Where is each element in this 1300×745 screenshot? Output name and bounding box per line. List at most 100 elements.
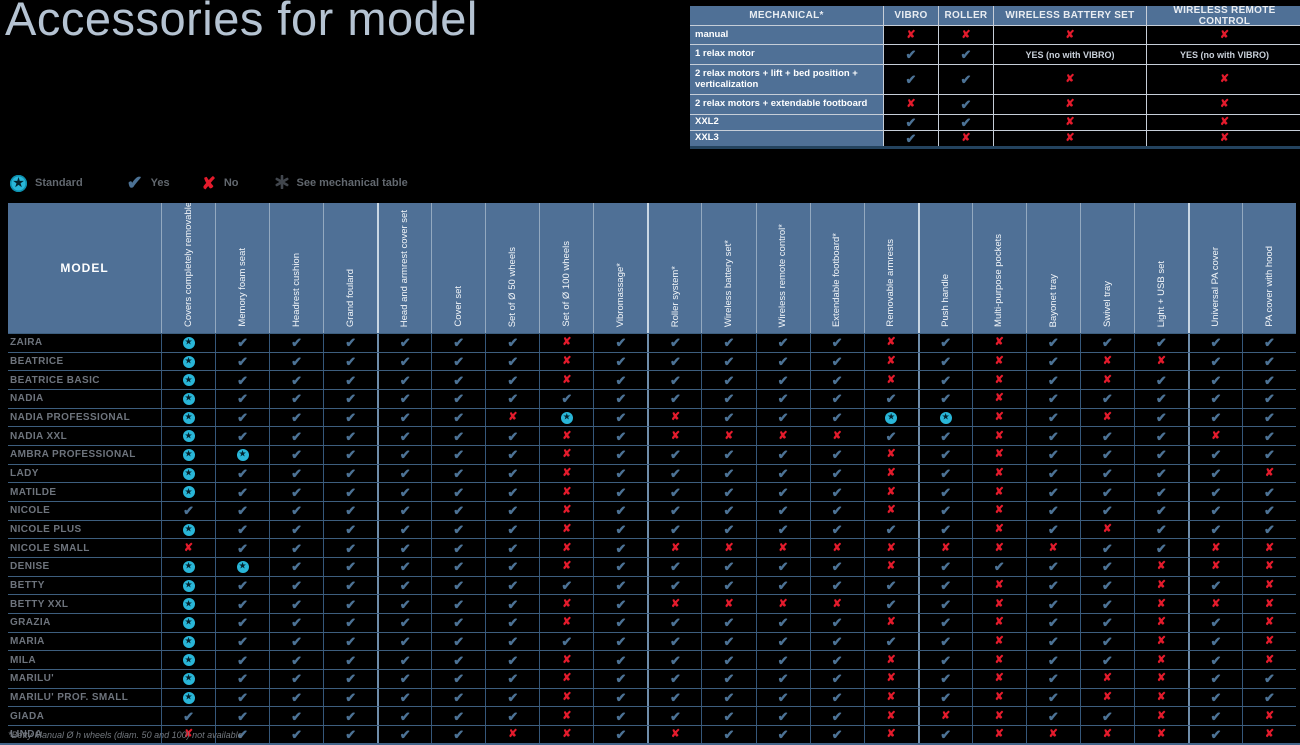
- accessory-value-cell: ✔: [431, 595, 485, 614]
- accessory-value-cell: ✔: [755, 670, 810, 688]
- accessory-value-cell: ✔: [701, 576, 755, 595]
- yes-check-icon: ✔: [291, 615, 303, 631]
- no-cross-icon: ✘: [994, 523, 1004, 536]
- no-cross-icon: ✘: [1156, 635, 1166, 648]
- accessory-column-label: Roller system*: [669, 265, 681, 327]
- no-cross-icon: ✘: [670, 597, 681, 610]
- accessory-column-label: Memory foam seat: [236, 248, 248, 327]
- yes-check-icon: ✔: [1264, 428, 1275, 444]
- yes-check-icon: ✔: [507, 447, 519, 463]
- yes-check-icon: ✔: [615, 354, 627, 369]
- accessory-value-cell: ✔: [1187, 483, 1242, 502]
- yes-check-icon: ✔: [777, 578, 789, 594]
- standard-star-icon: ★: [182, 411, 195, 424]
- no-cross-icon: ✘: [1102, 523, 1112, 536]
- accessory-value-cell: ✘: [863, 539, 918, 558]
- accessory-value-cell: ✔: [1187, 670, 1242, 688]
- accessory-value-cell: ✔: [863, 632, 918, 651]
- accessory-value-cell: ✔: [809, 520, 864, 539]
- accessory-value-cell: ✔: [593, 558, 647, 576]
- yes-check-icon: ✔: [453, 634, 465, 650]
- yes-check-icon: ✔: [1155, 372, 1167, 388]
- accessory-value-cell: ✘: [971, 408, 1026, 427]
- yes-check-icon: ✔: [399, 335, 411, 351]
- accessory-value-cell: ✘: [755, 427, 810, 446]
- accessory-value-cell: ✔: [215, 614, 269, 632]
- accessory-value-cell: ✔: [1187, 371, 1242, 390]
- mech-value-cell: ✘: [1147, 26, 1300, 44]
- yes-check-icon: ✔: [940, 335, 952, 351]
- yes-check-icon: ✔: [1047, 634, 1059, 650]
- accessory-value-cell: ✔: [647, 352, 701, 371]
- yes-check-icon: ✔: [1047, 372, 1059, 388]
- no-cross-icon: ✘: [1156, 691, 1166, 704]
- no-cross-icon: ✘: [508, 411, 518, 424]
- no-cross-icon: ✘: [562, 541, 572, 554]
- yes-check-icon: ✔: [237, 391, 249, 407]
- yes-check-icon: ✔: [960, 47, 972, 62]
- yes-check-icon: ✔: [507, 428, 519, 444]
- yes-check-icon: ✔: [1264, 690, 1275, 706]
- accessory-value-cell: ✔: [269, 670, 323, 688]
- accessory-value-cell: ✔: [647, 520, 701, 539]
- accessory-value-cell: ✔: [377, 614, 431, 632]
- no-cross-icon: ✘: [1065, 98, 1075, 110]
- yes-check-icon: ✔: [940, 690, 952, 706]
- yes-check-icon: ✔: [777, 522, 789, 538]
- accessory-column-label: Removable armrests: [885, 239, 897, 327]
- accessory-value-cell: ✘: [1241, 651, 1296, 670]
- accessory-value-cell: ✔: [485, 464, 539, 483]
- accessory-value-cell: ✔: [377, 427, 431, 446]
- yes-check-icon: ✔: [399, 447, 411, 463]
- accessory-value-cell: ✔: [1025, 371, 1080, 390]
- model-column-header: MODEL: [8, 203, 161, 333]
- yes-check-icon: ✔: [507, 615, 519, 631]
- no-cross-icon: ✘: [1264, 597, 1275, 610]
- no-cross-icon: ✘: [994, 429, 1004, 442]
- no-cross-icon: ✘: [994, 635, 1004, 648]
- yes-check-icon: ✔: [507, 578, 519, 594]
- accessory-value-cell: ✔: [1025, 670, 1080, 688]
- model-row-label: MARILU' PROF. SMALL: [10, 692, 129, 704]
- yes-check-icon: ✔: [723, 484, 735, 500]
- accessory-value-cell: ✔: [809, 371, 864, 390]
- accessory-value-cell: ★: [161, 390, 215, 408]
- yes-check-icon: ✔: [453, 484, 465, 500]
- accessory-value-cell: ✔: [593, 371, 647, 390]
- accessory-value-cell: ✔: [1079, 595, 1134, 614]
- no-cross-icon: ✘: [1065, 73, 1075, 85]
- yes-check-icon: ✔: [940, 447, 952, 463]
- no-cross-icon: ✘: [724, 541, 734, 554]
- accessory-value-cell: ✔: [377, 446, 431, 464]
- yes-check-icon: ✔: [507, 540, 519, 556]
- yes-check-icon: ✔: [399, 540, 411, 556]
- no-cross-icon: ✘: [562, 467, 572, 480]
- yes-check-icon: ✔: [940, 652, 952, 668]
- accessory-value-cell: ✘: [539, 614, 593, 632]
- accessory-value-cell: ✔: [917, 352, 972, 371]
- no-cross-icon: ✘: [1102, 672, 1112, 685]
- accessory-value-cell: ✘: [971, 371, 1026, 390]
- accessory-value-cell: ✔: [1241, 390, 1296, 408]
- accessory-value-cell: ✘: [1241, 726, 1296, 744]
- yes-check-icon: ✔: [453, 372, 465, 388]
- accessory-value-cell: ✔: [1025, 632, 1080, 651]
- accessory-value-cell: ✘: [701, 595, 755, 614]
- yes-check-icon: ✔: [831, 391, 843, 407]
- accessory-value-cell: ✘: [1187, 595, 1242, 614]
- yes-check-icon: ✔: [723, 466, 735, 482]
- yes-check-icon: ✔: [1047, 428, 1059, 444]
- accessory-column-header: Set of Ø 50 wheels: [485, 203, 540, 333]
- accessory-column-label: Push handle: [939, 274, 951, 327]
- accessory-value-cell: ✔: [377, 371, 431, 390]
- no-cross-icon: ✘: [1264, 728, 1275, 741]
- accessory-value-cell: ✔: [269, 707, 323, 726]
- accessory-column-label: Universal PA cover: [1210, 247, 1222, 327]
- table-row: MARILU' PROF. SMALL ★ ✔ ✔ ✔ ✔ ✔ ✔ ✘ ✔ ✔ ✔ ✔ ✔ ✘ ✔ ✘ ✔ ✘ ✘ ✔ ✔: [8, 687, 1296, 707]
- yes-check-icon: ✔: [453, 354, 465, 369]
- no-cross-icon: ✘: [886, 709, 896, 722]
- yes-check-icon: ✔: [669, 652, 681, 668]
- accessory-value-cell: ✔: [269, 390, 323, 408]
- accessory-value-cell: ✔: [701, 707, 755, 726]
- accessory-value-cell: ✔: [431, 520, 485, 539]
